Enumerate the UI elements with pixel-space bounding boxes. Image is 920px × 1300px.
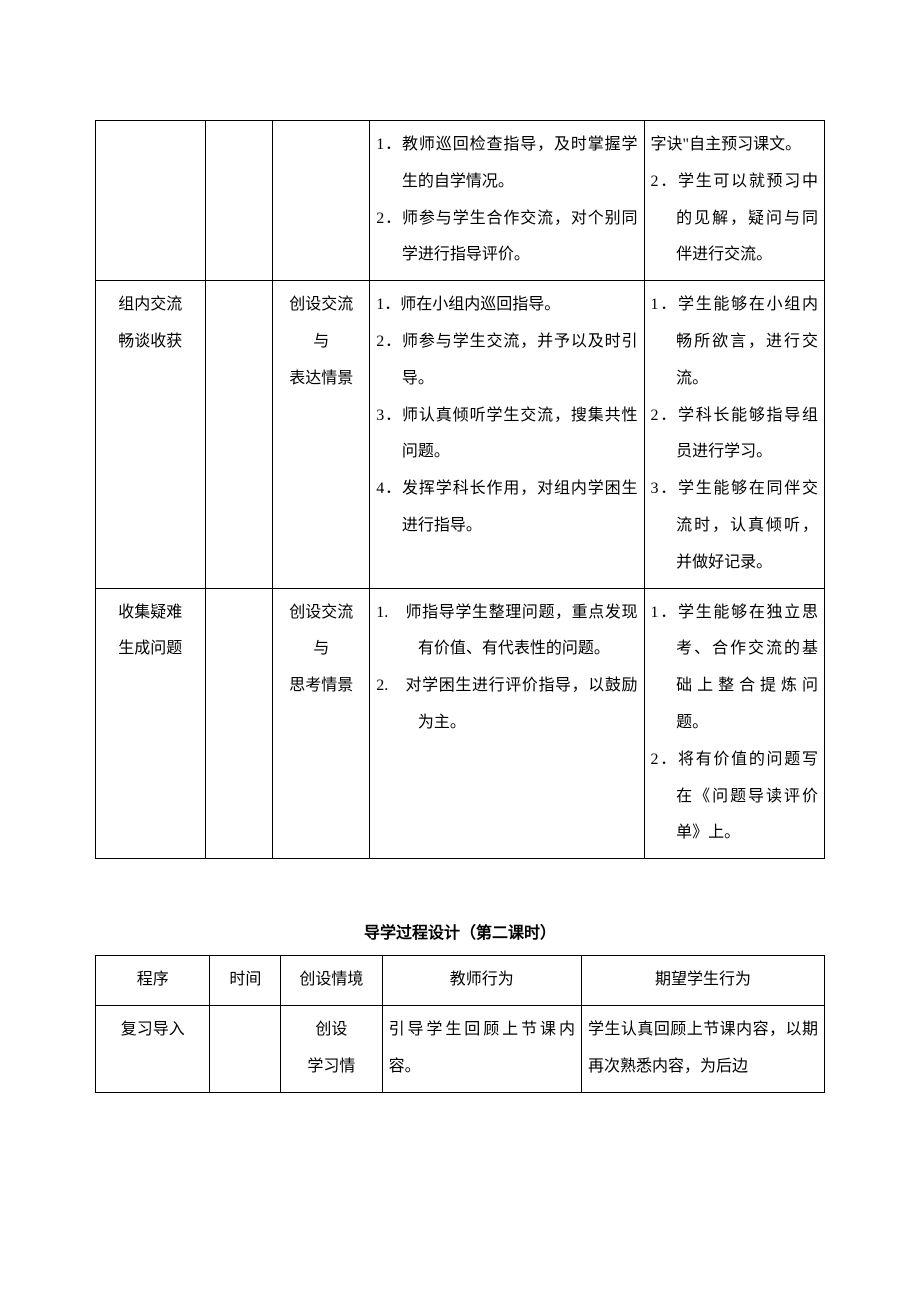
cell-time (205, 281, 273, 588)
cell-student: 1．学生能够在独立思考、合作交流的基础上整合提炼问题。 2．将有价值的问题写在《… (644, 588, 824, 859)
context-line: 创设 (287, 1012, 375, 1049)
list-item: 2．将有价值的问题写在《问题导读评价单》上。 (651, 742, 818, 852)
list-item: 2．学科长能够指导组员进行学习。 (651, 398, 818, 472)
teacher-list: 1．师在小组内巡回指导。 2．师参与学生交流，并予以及时引导。 3．师认真倾听学… (376, 287, 637, 545)
student-list: 2．学生可以就预习中的见解，疑问与同伴进行交流。 (651, 164, 818, 274)
cell-time (205, 588, 273, 859)
cell-student: 1．学生能够在小组内畅所欲言，进行交流。 2．学科长能够指导组员进行学习。 3．… (644, 281, 824, 588)
teacher-list: 1．教师巡回检查指导，及时掌握学生的自学情况。 2．师参与学生合作交流，对个别同… (376, 127, 637, 274)
context-line: 创设交流 (279, 287, 363, 324)
list-item: 4．发挥学科长作用，对组内学困生进行指导。 (376, 471, 637, 545)
list-item: 2．师参与学生交流，并予以及时引导。 (376, 324, 637, 398)
cell-program: 收集疑难 生成问题 (96, 588, 206, 859)
program-line: 生成问题 (102, 631, 199, 668)
list-item: 1．师在小组内巡回指导。 (376, 287, 637, 324)
cell-context: 创设 学习情 (281, 1005, 382, 1092)
cell-time (210, 1005, 281, 1092)
cell-teacher: 1．师在小组内巡回指导。 2．师参与学生交流，并予以及时引导。 3．师认真倾听学… (370, 281, 644, 588)
context-line: 与 (279, 324, 363, 361)
list-item: 1．教师巡回检查指导，及时掌握学生的自学情况。 (376, 127, 637, 201)
section-title: 导学过程设计（第二课时） (95, 919, 825, 943)
program-line: 收集疑难 (102, 595, 199, 632)
cell-program: 组内交流 畅谈收获 (96, 281, 206, 588)
cell-teacher: 1．教师巡回检查指导，及时掌握学生的自学情况。 2．师参与学生合作交流，对个别同… (370, 121, 644, 281)
table-row: 1．教师巡回检查指导，及时掌握学生的自学情况。 2．师参与学生合作交流，对个别同… (96, 121, 825, 281)
program-line: 组内交流 (102, 287, 199, 324)
list-item: 3．师认真倾听学生交流，搜集共性问题。 (376, 398, 637, 472)
cell-program: 复习导入 (96, 1005, 210, 1092)
list-item: 1. 师指导学生整理问题，重点发现有价值、有代表性的问题。 (376, 595, 637, 669)
list-item: 2．师参与学生合作交流，对个别同学进行指导评价。 (376, 201, 637, 275)
lesson-plan-table-1: 1．教师巡回检查指导，及时掌握学生的自学情况。 2．师参与学生合作交流，对个别同… (95, 120, 825, 859)
header-context: 创设情境 (281, 956, 382, 1006)
header-program: 程序 (96, 956, 210, 1006)
context-line: 表达情景 (279, 361, 363, 398)
cell-context (273, 121, 370, 281)
list-item: 3．学生能够在同伴交流时，认真倾听，并做好记录。 (651, 471, 818, 581)
cell-program (96, 121, 206, 281)
table-row: 组内交流 畅谈收获 创设交流 与 表达情景 1．师在小组内巡回指导。 2．师参与… (96, 281, 825, 588)
header-student: 期望学生行为 (581, 956, 824, 1006)
list-item: 1．学生能够在独立思考、合作交流的基础上整合提炼问题。 (651, 595, 818, 742)
header-teacher: 教师行为 (382, 956, 581, 1006)
context-line: 与 (279, 631, 363, 668)
list-item: 2．学生可以就预习中的见解，疑问与同伴进行交流。 (651, 164, 818, 274)
cell-context: 创设交流 与 表达情景 (273, 281, 370, 588)
teacher-list: 1. 师指导学生整理问题，重点发现有价值、有代表性的问题。 2. 对学困生进行评… (376, 595, 637, 742)
cell-student: 字诀"自主预习课文。 2．学生可以就预习中的见解，疑问与同伴进行交流。 (644, 121, 824, 281)
program-line: 畅谈收获 (102, 324, 199, 361)
cell-student: 学生认真回顾上节课内容，以期再次熟悉内容，为后边 (581, 1005, 824, 1092)
student-list: 1．学生能够在独立思考、合作交流的基础上整合提炼问题。 2．将有价值的问题写在《… (651, 595, 818, 853)
cell-teacher: 引导学生回顾上节课内容。 (382, 1005, 581, 1092)
lesson-plan-table-2: 程序 时间 创设情境 教师行为 期望学生行为 复习导入 创设 学习情 引导学生回… (95, 955, 825, 1092)
student-pre: 字诀"自主预习课文。 (651, 127, 818, 164)
student-list: 1．学生能够在小组内畅所欲言，进行交流。 2．学科长能够指导组员进行学习。 3．… (651, 287, 818, 581)
table-row: 复习导入 创设 学习情 引导学生回顾上节课内容。 学生认真回顾上节课内容，以期再… (96, 1005, 825, 1092)
table-header-row: 程序 时间 创设情境 教师行为 期望学生行为 (96, 956, 825, 1006)
header-time: 时间 (210, 956, 281, 1006)
list-item: 1．学生能够在小组内畅所欲言，进行交流。 (651, 287, 818, 397)
cell-context: 创设交流 与 思考情景 (273, 588, 370, 859)
context-line: 思考情景 (279, 668, 363, 705)
context-line: 学习情 (287, 1049, 375, 1086)
list-item: 2. 对学困生进行评价指导，以鼓励为主。 (376, 668, 637, 742)
cell-time (205, 121, 273, 281)
context-line: 创设交流 (279, 595, 363, 632)
cell-teacher: 1. 师指导学生整理问题，重点发现有价值、有代表性的问题。 2. 对学困生进行评… (370, 588, 644, 859)
table-row: 收集疑难 生成问题 创设交流 与 思考情景 1. 师指导学生整理问题，重点发现有… (96, 588, 825, 859)
